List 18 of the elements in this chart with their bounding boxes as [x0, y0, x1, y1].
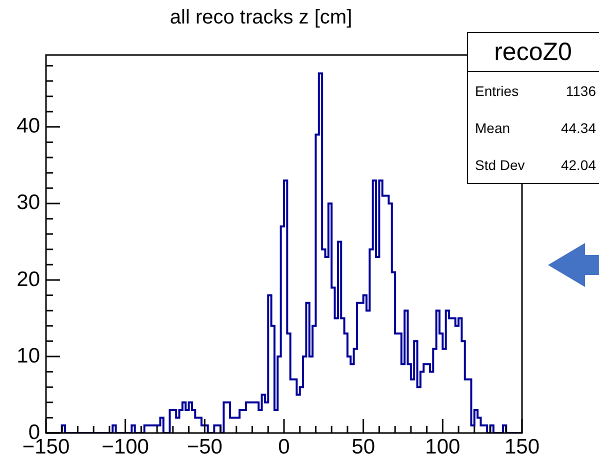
- x-tick-label: 50: [352, 435, 376, 458]
- annotation: Std Dev: [475, 156, 525, 172]
- text: 1136: [566, 82, 596, 98]
- x-tick-label: −50: [186, 435, 222, 458]
- y-tick-label: 40: [16, 114, 40, 138]
- chart-title: all reco tracks z [cm]: [170, 6, 352, 29]
- x-tick-label: 150: [504, 435, 540, 458]
- text: 42.04: [560, 156, 596, 172]
- text: 44.34: [560, 120, 596, 136]
- x-tick-label: −100: [102, 435, 149, 458]
- annotation: Entries: [475, 82, 519, 98]
- x-tick-label: 0: [278, 435, 290, 458]
- annotation: Mean: [475, 120, 510, 136]
- x-tick-label: 100: [425, 435, 460, 458]
- annotation: recoZ0: [468, 33, 599, 72]
- y-tick-label: 10: [16, 344, 40, 368]
- y-tick-label: 30: [16, 191, 40, 214]
- y-tick-label: 20: [16, 268, 40, 291]
